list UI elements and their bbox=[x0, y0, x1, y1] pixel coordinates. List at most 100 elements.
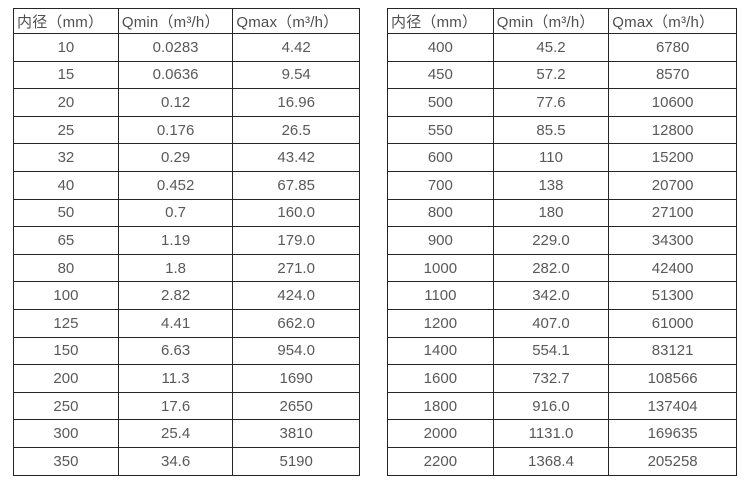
cell-qmax: 20700 bbox=[608, 170, 737, 200]
col-header-qmax: Qmax（m³/h） bbox=[232, 8, 360, 34]
col-header-qmin: Qmin（m³/h） bbox=[117, 8, 234, 34]
table-body: 400 45.2 6780 450 57.2 8570 500 77.6 10600 550 85.… bbox=[387, 33, 737, 476]
cell-qmin: 11.3 bbox=[117, 364, 234, 393]
cell-diameter: 1800 bbox=[387, 391, 494, 421]
table-row: 80 1.8 271.0 bbox=[13, 253, 360, 283]
table-header-row: 内径（mm） Qmin（m³/h） Qmax（m³/h） bbox=[13, 8, 360, 34]
cell-diameter: 80 bbox=[13, 253, 119, 283]
cell-diameter: 125 bbox=[13, 308, 119, 338]
cell-qmax: 954.0 bbox=[232, 336, 360, 366]
cell-qmin: 554.1 bbox=[492, 336, 610, 366]
cell-qmax: 205258 bbox=[608, 446, 737, 476]
table-row: 10 0.0283 4.42 bbox=[13, 33, 360, 62]
cell-diameter: 450 bbox=[387, 60, 494, 90]
cell-qmax: 6780 bbox=[608, 33, 737, 62]
cell-qmin: 34.6 bbox=[117, 446, 234, 476]
table-row: 20 0.12 16.96 bbox=[13, 88, 360, 117]
table-row: 500 77.6 10600 bbox=[387, 88, 737, 117]
table-row: 1400 554.1 83121 bbox=[387, 336, 737, 366]
cell-diameter: 900 bbox=[387, 226, 494, 255]
cell-qmax: 4.42 bbox=[232, 33, 360, 62]
cell-diameter: 1600 bbox=[387, 364, 494, 393]
cell-qmin: 407.0 bbox=[492, 308, 610, 338]
cell-qmax: 34300 bbox=[608, 226, 737, 255]
cell-diameter: 150 bbox=[13, 336, 119, 366]
cell-qmin: 45.2 bbox=[492, 33, 610, 62]
cell-qmax: 108566 bbox=[608, 364, 737, 393]
cell-qmax: 61000 bbox=[608, 308, 737, 338]
cell-qmax: 51300 bbox=[608, 281, 737, 310]
cell-qmin: 1131.0 bbox=[492, 419, 610, 448]
cell-diameter: 25 bbox=[13, 115, 119, 145]
cell-diameter: 400 bbox=[387, 33, 494, 62]
cell-qmin: 110 bbox=[492, 143, 610, 172]
cell-diameter: 65 bbox=[13, 226, 119, 255]
table-row: 550 85.5 12800 bbox=[387, 115, 737, 145]
table-row: 400 45.2 6780 bbox=[387, 33, 737, 62]
table-row: 700 138 20700 bbox=[387, 170, 737, 200]
cell-qmax: 2650 bbox=[232, 391, 360, 421]
cell-qmin: 916.0 bbox=[492, 391, 610, 421]
cell-diameter: 200 bbox=[13, 364, 119, 393]
cell-qmax: 67.85 bbox=[232, 170, 360, 200]
table-row: 2000 1131.0 169635 bbox=[387, 419, 737, 448]
table-row: 150 6.63 954.0 bbox=[13, 336, 360, 366]
cell-diameter: 1000 bbox=[387, 253, 494, 283]
cell-diameter: 1100 bbox=[387, 281, 494, 310]
cell-diameter: 1200 bbox=[387, 308, 494, 338]
cell-qmax: 271.0 bbox=[232, 253, 360, 283]
table-row: 40 0.452 67.85 bbox=[13, 170, 360, 200]
cell-qmax: 1690 bbox=[232, 364, 360, 393]
cell-qmin: 85.5 bbox=[492, 115, 610, 145]
cell-diameter: 50 bbox=[13, 198, 119, 228]
table-header-row: 内径（mm） Qmin（m³/h） Qmax（m³/h） bbox=[387, 8, 737, 34]
cell-diameter: 10 bbox=[13, 33, 119, 62]
table-row: 350 34.6 5190 bbox=[13, 446, 360, 476]
cell-diameter: 2200 bbox=[387, 446, 494, 476]
table-row: 125 4.41 662.0 bbox=[13, 308, 360, 338]
cell-qmin: 229.0 bbox=[492, 226, 610, 255]
cell-diameter: 550 bbox=[387, 115, 494, 145]
cell-qmin: 2.82 bbox=[117, 281, 234, 310]
cell-diameter: 600 bbox=[387, 143, 494, 172]
cell-qmax: 10600 bbox=[608, 88, 737, 117]
table-body: 10 0.0283 4.42 15 0.0636 9.54 20 0.12 16.96 25 0.1… bbox=[13, 33, 360, 476]
cell-qmax: 137404 bbox=[608, 391, 737, 421]
cell-qmin: 282.0 bbox=[492, 253, 610, 283]
col-header-diameter: 内径（mm） bbox=[387, 8, 494, 34]
cell-qmin: 0.29 bbox=[117, 143, 234, 172]
table-row: 1000 282.0 42400 bbox=[387, 253, 737, 283]
cell-qmin: 17.6 bbox=[117, 391, 234, 421]
table-row: 100 2.82 424.0 bbox=[13, 281, 360, 310]
table-row: 2200 1368.4 205258 bbox=[387, 446, 737, 476]
cell-qmin: 0.12 bbox=[117, 88, 234, 117]
cell-qmax: 12800 bbox=[608, 115, 737, 145]
table-row: 1100 342.0 51300 bbox=[387, 281, 737, 310]
cell-qmin: 0.452 bbox=[117, 170, 234, 200]
table-row: 800 180 27100 bbox=[387, 198, 737, 228]
cell-diameter: 800 bbox=[387, 198, 494, 228]
cell-diameter: 300 bbox=[13, 419, 119, 448]
cell-diameter: 500 bbox=[387, 88, 494, 117]
cell-qmax: 27100 bbox=[608, 198, 737, 228]
table-row: 32 0.29 43.42 bbox=[13, 143, 360, 172]
cell-qmin: 342.0 bbox=[492, 281, 610, 310]
cell-diameter: 350 bbox=[13, 446, 119, 476]
cell-diameter: 1400 bbox=[387, 336, 494, 366]
table-row: 200 11.3 1690 bbox=[13, 364, 360, 393]
cell-qmin: 0.7 bbox=[117, 198, 234, 228]
cell-diameter: 700 bbox=[387, 170, 494, 200]
table-row: 600 110 15200 bbox=[387, 143, 737, 172]
cell-qmin: 6.63 bbox=[117, 336, 234, 366]
cell-diameter: 32 bbox=[13, 143, 119, 172]
cell-qmin: 732.7 bbox=[492, 364, 610, 393]
cell-qmin: 0.0636 bbox=[117, 60, 234, 90]
cell-qmax: 42400 bbox=[608, 253, 737, 283]
cell-qmin: 25.4 bbox=[117, 419, 234, 448]
cell-qmin: 77.6 bbox=[492, 88, 610, 117]
table-row: 15 0.0636 9.54 bbox=[13, 60, 360, 90]
col-header-qmax: Qmax（m³/h） bbox=[608, 8, 737, 34]
table-row: 300 25.4 3810 bbox=[13, 419, 360, 448]
table-row: 25 0.176 26.5 bbox=[13, 115, 360, 145]
